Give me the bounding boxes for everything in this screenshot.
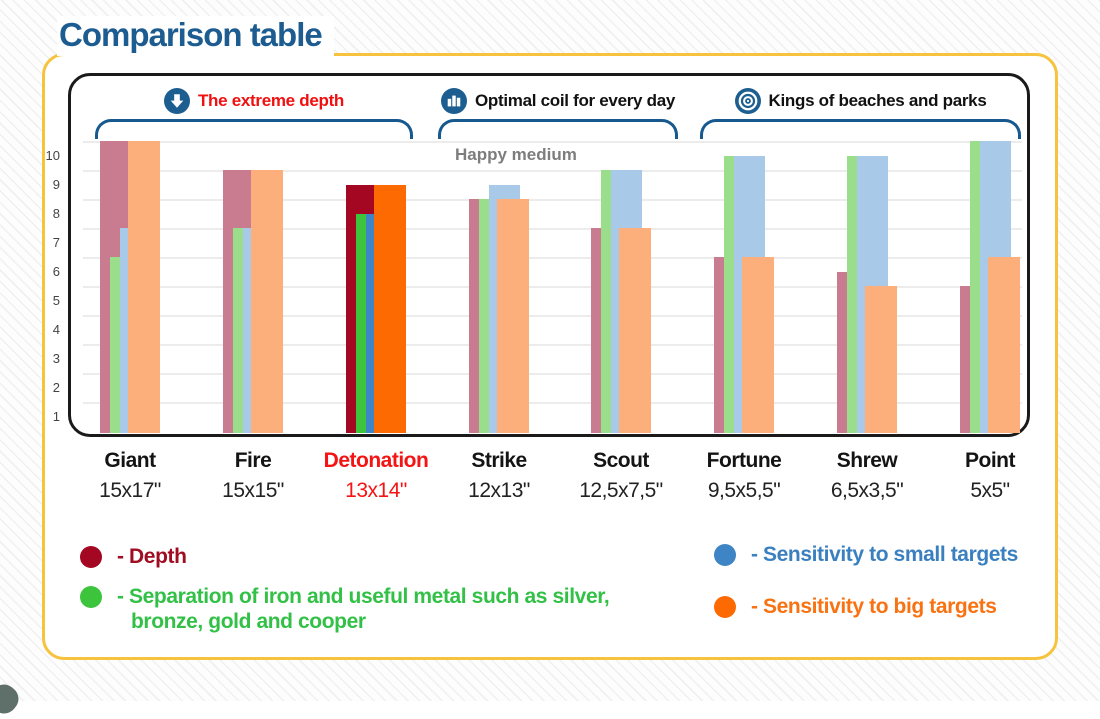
y-tick-label: 7: [52, 234, 60, 250]
category-header-optimal-coil: Optimal coil for every day: [388, 87, 728, 115]
y-tick-label: 3: [52, 350, 60, 366]
y-axis: 10 9 8 7 6 5 4 3 2 1: [30, 0, 60, 450]
legend-label: - Separation of iron and useful metal su…: [117, 584, 610, 633]
bar-fortune: [724, 155, 734, 433]
legend-dot: [80, 585, 102, 608]
product-size: 15x15": [222, 479, 284, 502]
y-tick-label: 10: [45, 147, 60, 163]
legend-dot: [80, 546, 102, 568]
gridline: [83, 402, 1022, 404]
bar-scout: [619, 228, 651, 433]
legend-label: - Sensitivity to small targets: [751, 543, 1018, 566]
legend-item: - Sensitivity to big targets: [714, 595, 1018, 620]
bar-point: [970, 141, 980, 433]
product-name: Strike: [471, 449, 527, 472]
product-size: 12,5x7,5": [579, 479, 663, 502]
corner-decoration: [0, 679, 24, 719]
y-tick-label: 8: [52, 205, 60, 221]
product-name: Scout: [593, 449, 649, 472]
product-size: 9,5x5,5": [707, 479, 781, 502]
product-size: 12x13": [468, 479, 530, 502]
plot-area: [83, 141, 1022, 433]
y-tick-label: 9: [52, 176, 60, 192]
product-name: Detonation: [323, 449, 429, 472]
product-name: Fire: [234, 449, 272, 472]
product-size: 6,5x3,5": [830, 479, 904, 502]
y-tick-label: 5: [52, 292, 60, 308]
bar-detonation: [374, 184, 406, 433]
category-label: Kings of beaches and parks: [768, 91, 987, 110]
bar-strike: [479, 199, 489, 433]
bar-giant: [128, 141, 160, 433]
legend-dot: [714, 595, 736, 618]
bar-chart-circle-icon: [440, 88, 467, 114]
legend-item: - Sensitivity to small targets: [714, 543, 1018, 568]
gridline: [83, 257, 1022, 259]
bar-fire: [251, 170, 283, 433]
gridline: [83, 170, 1022, 172]
bar-fortune: [742, 257, 774, 433]
target-icon: [734, 88, 761, 114]
gridline: [83, 286, 1022, 288]
legend-dot: [714, 544, 736, 566]
bar-scout: [601, 170, 611, 433]
legend-item: - Separation of iron and useful metal su…: [80, 585, 651, 635]
product-name: Giant: [104, 449, 156, 472]
category-label: Optimal coil for every day: [474, 91, 676, 110]
arrow-down-circle-icon: [163, 88, 190, 114]
y-tick-label: 6: [52, 263, 60, 279]
bar-giant: [110, 257, 120, 433]
category-header-extreme-depth: The extreme depth: [84, 87, 424, 115]
category-bracket-optimal-coil: [438, 119, 678, 139]
product-name: Point: [965, 449, 1016, 472]
legend-item: - Depth: [80, 545, 651, 570]
bar-fire: [233, 228, 243, 433]
category-bracket-extreme-depth: [95, 119, 413, 139]
category-bracket-kings-of-beaches: [700, 119, 1021, 139]
bar-detonation: [356, 213, 366, 433]
category-header-kings-of-beaches: Kings of beaches and parks: [690, 87, 1031, 115]
bar-shrew: [865, 286, 897, 433]
gridline: [83, 228, 1022, 230]
bar-strike: [497, 199, 529, 433]
annotation-happy-medium: Happy medium: [455, 145, 577, 164]
product-size: 13x14": [345, 479, 407, 502]
product-name: Shrew: [836, 449, 898, 472]
category-label: The extreme depth: [197, 91, 345, 110]
bar-shrew: [847, 155, 857, 433]
y-tick-label: 1: [52, 408, 60, 424]
gridline: [83, 199, 1022, 201]
gridline: [83, 315, 1022, 317]
gridline: [83, 373, 1022, 375]
gridline: [83, 344, 1022, 346]
legend-label: - Sensitivity to big targets: [751, 594, 997, 618]
legend-left-column: - Depth - Separation of iron and useful m…: [80, 545, 651, 634]
legend-label: - Depth: [117, 545, 187, 568]
product-name: Fortune: [706, 449, 782, 472]
bar-point: [988, 257, 1020, 433]
page-title: Comparison table: [57, 16, 334, 56]
gridline: [83, 141, 1022, 143]
legend-right-column: - Sensitivity to small targets - Sensitiv…: [714, 543, 1018, 620]
product-size: 15x17": [99, 479, 161, 502]
y-tick-label: 4: [52, 321, 60, 337]
product-size: 5x5": [970, 479, 1010, 502]
y-tick-label: 2: [52, 379, 60, 395]
